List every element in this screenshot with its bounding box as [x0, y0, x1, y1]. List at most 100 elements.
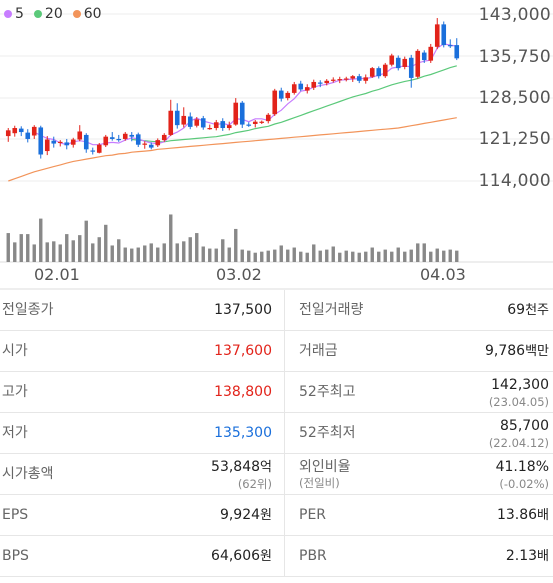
volume-bar — [71, 240, 75, 262]
volume-bar — [45, 242, 49, 262]
volume-bar — [383, 249, 387, 262]
volume-bar — [351, 251, 355, 262]
volume-bar — [52, 241, 56, 262]
candle-body — [109, 137, 115, 139]
volume-bar — [292, 247, 296, 262]
stat-value-unit: 억 — [260, 459, 272, 475]
volume-bar — [305, 252, 309, 262]
stat-label: 52주최고 — [284, 371, 439, 413]
stat-label: 거래금 — [284, 330, 439, 372]
stat-label-text: 거래금 — [299, 343, 338, 359]
y-tick-label: 135,750 — [478, 47, 551, 67]
stat-value-number: 64,606 — [211, 547, 261, 564]
volume-bar — [104, 224, 108, 262]
x-tick-label: 04.03 — [420, 265, 466, 284]
stat-value-sub: (62위) — [237, 476, 272, 491]
volume-bar — [78, 235, 82, 262]
candle-body — [213, 122, 219, 129]
stat-value-main: 9,786백만 — [439, 342, 549, 361]
stat-value-sub: (23.04.05) — [488, 394, 549, 409]
candle-body — [77, 131, 83, 140]
candle-body — [148, 144, 154, 148]
volume-bar — [19, 234, 23, 262]
volume-bar — [390, 251, 394, 262]
stat-label: PER — [284, 494, 439, 536]
volume-bar — [338, 252, 342, 262]
stat-label: 전일종가 — [0, 290, 122, 331]
candle-body — [272, 90, 278, 115]
stat-value: 137,500 — [122, 290, 285, 331]
volume-bar — [208, 248, 212, 262]
volume-bar — [455, 250, 459, 262]
stat-label-text: BPS — [2, 548, 29, 564]
stat-value-main: 9,924원 — [122, 506, 272, 525]
legend-ma5: 5 — [4, 6, 24, 22]
stat-label: 고가 — [0, 371, 122, 413]
stat-label-text: 저가 — [2, 425, 28, 441]
ma60-line — [8, 117, 457, 182]
volume-bar — [117, 239, 121, 262]
candle-body — [265, 114, 271, 122]
stat-value-number: 41.18% — [495, 458, 549, 475]
volume-bar — [396, 247, 400, 262]
stats-row: BPS 64,606원 PBR 2.13배 — [0, 535, 553, 577]
volume-bar — [169, 214, 173, 262]
candle-body — [25, 132, 31, 139]
stat-label: 52주최저 — [284, 412, 439, 454]
stat-value-number: 53,848 — [211, 458, 261, 475]
volume-bar — [312, 244, 316, 262]
candle-body — [239, 102, 245, 125]
candle-body — [447, 45, 453, 47]
volume-bar — [214, 248, 218, 262]
stat-label-text: PER — [299, 507, 327, 523]
legend-ma60: 60 — [72, 6, 102, 22]
stats-row: EPS 9,924원 PER 13.86배 — [0, 494, 553, 536]
stat-value-number: 69 — [507, 301, 526, 318]
stat-value-number: 9,786 — [484, 342, 526, 359]
stock-chart[interactable]: 5 20 60 143,000 135,750 128,500 121,250 … — [0, 0, 553, 290]
candle-body — [330, 79, 336, 81]
stat-label: EPS — [0, 494, 122, 536]
stat-value-main: 138,800 — [122, 383, 272, 402]
stat-label: 외인비율 (전일비) — [284, 453, 439, 495]
stat-value-number: 137,500 — [214, 301, 272, 318]
candle-body — [5, 130, 11, 137]
candle-body — [38, 127, 44, 155]
candle-body — [129, 134, 135, 137]
ma5-color-dot — [4, 10, 12, 18]
candle-body — [116, 138, 122, 141]
stat-value-main: 53,848억 — [122, 458, 272, 477]
stat-value: 41.18% (-0.02%) — [439, 453, 553, 495]
candle-body — [421, 52, 427, 61]
volume-bar — [442, 250, 446, 262]
stat-label: 시가 — [0, 330, 122, 372]
candle-body — [363, 77, 369, 81]
stat-value-main: 64,606원 — [122, 547, 272, 566]
candle-body — [428, 46, 434, 61]
candle-body — [259, 121, 265, 123]
stat-value: 142,300 (23.04.05) — [439, 371, 553, 413]
stat-value-unit: 배 — [537, 507, 549, 523]
volume-bar — [409, 249, 413, 262]
volume-bar — [39, 218, 43, 262]
volume-bar — [422, 243, 426, 262]
stat-value-sub: (22.04.12) — [488, 435, 549, 450]
stat-label-text: 전일종가 — [2, 302, 54, 318]
candle-body — [337, 79, 343, 81]
volume-bar — [247, 250, 251, 262]
stat-value-number: 135,300 — [214, 424, 272, 441]
candle-body — [291, 84, 297, 93]
candle-body — [415, 50, 421, 77]
candle-body — [70, 139, 76, 145]
candle-body — [317, 82, 323, 84]
stat-label-text: 시가총액 — [2, 466, 54, 482]
ma60-color-dot — [72, 10, 81, 18]
volume-bar — [370, 247, 374, 262]
stat-value-unit: 원 — [260, 548, 272, 564]
stat-value-main: 41.18% — [439, 458, 549, 477]
candlestick-chart-svg — [0, 13, 553, 290]
candle-body — [246, 124, 252, 126]
candle-body — [200, 118, 206, 128]
stat-value: 9,786백만 — [439, 330, 553, 372]
stat-value-number: 142,300 — [491, 376, 549, 393]
